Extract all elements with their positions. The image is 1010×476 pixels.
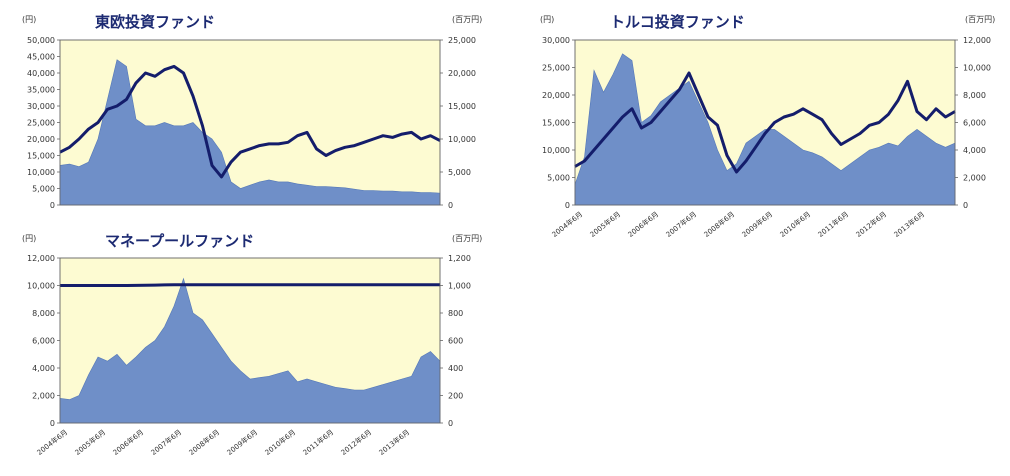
left-tick-label: 4,000	[32, 364, 55, 373]
chart-title: 東欧投資ファンド	[95, 13, 215, 31]
x-tick-label: 2012年6月	[854, 209, 888, 238]
right-unit-label: (百万円)	[452, 234, 482, 243]
x-tick-label: 2007年6月	[149, 427, 183, 456]
line-series	[60, 283, 440, 287]
left-tick-label: 45,000	[27, 53, 55, 62]
chart-title: トルコ投資ファンド	[610, 13, 745, 31]
area-series	[59, 59, 441, 206]
x-tick-label: 2009年6月	[740, 209, 774, 238]
left-tick-label: 10,000	[27, 168, 55, 177]
right-unit-label: (百万円)	[965, 15, 995, 24]
right-tick-label: 20,000	[448, 69, 476, 78]
x-tick-label: 2005年6月	[588, 209, 622, 238]
left-tick-label: 2,000	[32, 392, 55, 401]
x-tick-label: 2006年6月	[111, 427, 145, 456]
x-tick-label: 2004年6月	[550, 209, 584, 238]
left-tick-label: 0	[565, 201, 570, 210]
left-tick-label: 10,000	[542, 146, 570, 155]
left-tick-label: 40,000	[27, 69, 55, 78]
right-tick-label: 10,000	[963, 64, 991, 73]
right-tick-label: 10,000	[448, 135, 476, 144]
x-tick-label: 2011年6月	[816, 209, 850, 238]
left-tick-label: 25,000	[542, 64, 570, 73]
right-tick-label: 1,000	[448, 282, 471, 291]
x-tick-label: 2010年6月	[263, 427, 297, 456]
right-tick-label: 200	[448, 392, 463, 401]
right-tick-label: 6,000	[963, 119, 986, 128]
chart-turkey: (円) トルコ投資ファンド (百万円) 30,000 25,000 20,000 15…	[540, 13, 995, 239]
right-tick-label: 0	[963, 201, 968, 210]
chart-money-pool: (円) マネープールファンド (百万円) 12,000 10,000 8,000 6,…	[22, 232, 482, 457]
area-series	[59, 277, 441, 424]
x-tick-label: 2012年6月	[339, 427, 373, 456]
left-tick-label: 35,000	[27, 86, 55, 95]
left-unit-label: (円)	[22, 234, 36, 243]
chart-east-europe: (円) 東欧投資ファンド (百万円) 50,000 45,000 40,000 35,…	[22, 13, 482, 210]
right-tick-label: 15,000	[448, 102, 476, 111]
left-tick-label: 15,000	[542, 119, 570, 128]
left-tick-label: 10,000	[27, 282, 55, 291]
x-tick-label: 2013年6月	[377, 427, 411, 456]
x-tick-label: 2005年6月	[73, 427, 107, 456]
left-tick-label: 30,000	[27, 102, 55, 111]
right-tick-label: 600	[448, 337, 463, 346]
right-tick-label: 1,200	[448, 254, 471, 263]
right-tick-label: 0	[448, 201, 453, 210]
x-tick-label: 2013年6月	[892, 209, 926, 238]
left-tick-label: 6,000	[32, 337, 55, 346]
right-tick-label: 4,000	[963, 146, 986, 155]
line-series	[59, 64, 441, 179]
right-tick-label: 0	[448, 419, 453, 428]
left-tick-label: 50,000	[27, 36, 55, 45]
x-tick-label: 2008年6月	[187, 427, 221, 456]
left-tick-label: 0	[50, 201, 55, 210]
left-tick-label: 30,000	[542, 36, 570, 45]
left-tick-label: 15,000	[27, 152, 55, 161]
left-tick-label: 12,000	[27, 254, 55, 263]
line-series	[574, 71, 956, 174]
x-tick-label: 2009年6月	[225, 427, 259, 456]
left-unit-label: (円)	[22, 15, 36, 24]
left-tick-label: 8,000	[32, 309, 55, 318]
x-tick-label: 2006年6月	[626, 209, 660, 238]
x-tick-label: 2011年6月	[301, 427, 335, 456]
x-tick-label: 2007年6月	[664, 209, 698, 238]
x-tick-label: 2004年6月	[35, 427, 69, 456]
right-tick-label: 2,000	[963, 174, 986, 183]
right-tick-label: 5,000	[448, 168, 471, 177]
left-tick-label: 20,000	[542, 91, 570, 100]
right-tick-label: 800	[448, 309, 463, 318]
right-unit-label: (百万円)	[452, 15, 482, 24]
right-tick-label: 400	[448, 364, 463, 373]
left-tick-label: 0	[50, 419, 55, 428]
right-tick-label: 12,000	[963, 36, 991, 45]
x-tick-label: 2010年6月	[778, 209, 812, 238]
left-tick-label: 5,000	[32, 185, 55, 194]
right-tick-label: 8,000	[963, 91, 986, 100]
left-tick-label: 20,000	[27, 135, 55, 144]
right-tick-label: 25,000	[448, 36, 476, 45]
chart-title: マネープールファンド	[105, 232, 254, 250]
x-tick-label: 2008年6月	[702, 209, 736, 238]
left-unit-label: (円)	[540, 15, 554, 24]
left-tick-label: 5,000	[547, 174, 570, 183]
left-tick-label: 25,000	[27, 119, 55, 128]
